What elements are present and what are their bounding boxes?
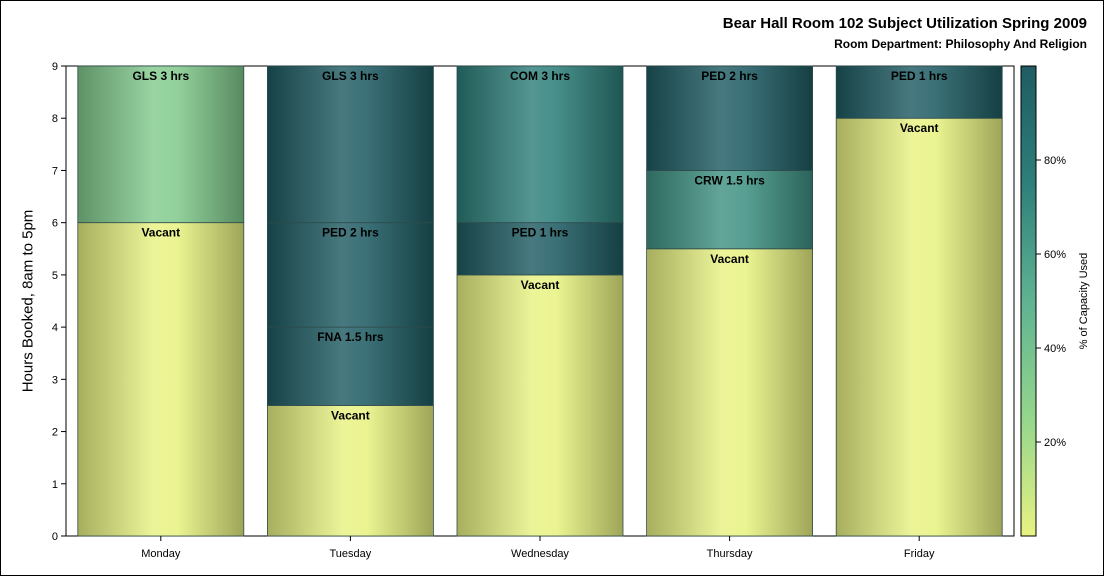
bar-segment-tuesday-2 (266, 222, 434, 328)
bar-segment-monday-0 (77, 222, 245, 537)
chart-title: Bear Hall Room 102 Subject Utilization S… (722, 15, 1087, 32)
colorbar-tick-label: 40% (1044, 343, 1066, 355)
x-tick-label: Friday (904, 548, 935, 560)
x-tick-label: Wednesday (511, 548, 569, 560)
y-tick-label: 7 (52, 165, 58, 177)
data-label: Vacant (331, 408, 370, 422)
colorbar-tick-label: 80% (1044, 155, 1066, 167)
data-label: Vacant (141, 226, 180, 240)
data-label: FNA 1.5 hrs (317, 330, 384, 344)
colorbar (1020, 65, 1037, 537)
data-label: PED 1 hrs (891, 69, 948, 83)
data-label: PED 2 hrs (701, 69, 758, 83)
bar-segment-thursday-0 (646, 248, 813, 537)
bar-segment-tuesday-1 (266, 326, 434, 406)
colorbar-tick-label: 20% (1044, 437, 1066, 449)
x-tick-label: Monday (141, 548, 181, 560)
chart-subtitle: Room Department: Philosophy And Religion (834, 37, 1087, 51)
y-tick-label: 4 (52, 322, 58, 334)
data-label: GLS 3 hrs (132, 69, 189, 83)
y-tick-label: 1 (52, 479, 58, 491)
bar-segment-friday-1 (835, 65, 1003, 119)
y-tick-label: 3 (52, 374, 58, 386)
bar-segment-monday-1 (77, 65, 245, 224)
y-tick-label: 8 (52, 113, 58, 125)
y-tick-label: 2 (52, 427, 58, 439)
data-label: CRW 1.5 hrs (694, 173, 765, 187)
data-label: COM 3 hrs (510, 69, 570, 83)
data-label: Vacant (710, 252, 749, 266)
x-tick-label: Thursday (707, 548, 753, 560)
bar-segment-friday-0 (835, 117, 1003, 537)
y-tick-label: 0 (52, 531, 58, 543)
data-label: Vacant (900, 121, 939, 135)
colorbar-tick-label: 60% (1044, 249, 1066, 261)
y-tick-label: 9 (52, 61, 58, 73)
data-label: PED 1 hrs (512, 226, 569, 240)
y-tick-label: 6 (52, 218, 58, 230)
x-tick-label: Tuesday (330, 548, 372, 560)
bar-segment-tuesday-3 (266, 65, 434, 224)
data-label: PED 2 hrs (322, 226, 379, 240)
y-tick-label: 5 (52, 270, 58, 282)
data-label: Vacant (521, 278, 560, 292)
bar-segment-wednesday-2 (456, 65, 624, 224)
bar-segment-thursday-2 (646, 65, 813, 171)
data-label: GLS 3 hrs (322, 69, 379, 83)
bar-segment-wednesday-0 (456, 274, 624, 537)
bar-segment-thursday-1 (646, 170, 813, 250)
bar-segment-wednesday-1 (456, 222, 624, 276)
bar-segment-tuesday-0 (266, 405, 434, 537)
